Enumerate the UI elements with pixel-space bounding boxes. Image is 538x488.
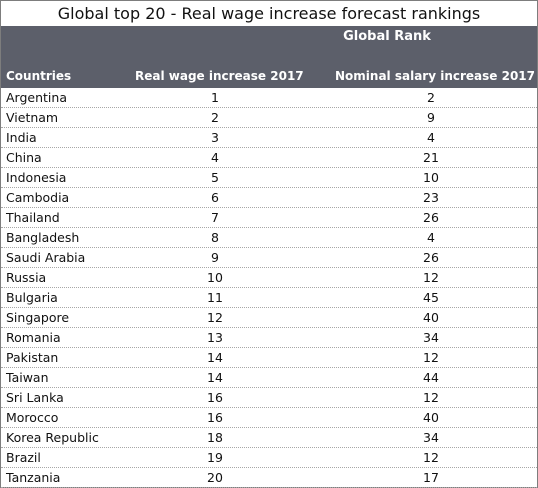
table-row: Tanzania 20 17 [1, 468, 537, 488]
table-header: Global Rank Countries Real wage increase… [1, 26, 537, 88]
real-wage-rank-cell: 3 [211, 130, 219, 145]
group-header-global-rank: Global Rank [343, 29, 431, 44]
country-cell: Romania [6, 330, 61, 345]
real-wage-rank-cell: 14 [207, 370, 223, 385]
column-header-nominal-salary: Nominal salary increase 2017 [335, 69, 535, 83]
nominal-salary-rank-cell: 9 [427, 110, 435, 125]
nominal-salary-rank-cell: 23 [423, 190, 439, 205]
real-wage-rank-cell: 12 [207, 310, 223, 325]
country-cell: Argentina [6, 90, 67, 105]
table-row: Romania 13 34 [1, 328, 537, 348]
real-wage-rank-cell: 2 [211, 110, 219, 125]
table-row: Saudi Arabia 9 26 [1, 248, 537, 268]
real-wage-rank-cell: 4 [211, 150, 219, 165]
country-cell: Taiwan [6, 370, 49, 385]
table-row: Bulgaria 11 45 [1, 288, 537, 308]
country-cell: Singapore [6, 310, 70, 325]
real-wage-rank-cell: 16 [207, 410, 223, 425]
real-wage-rank-cell: 14 [207, 350, 223, 365]
nominal-salary-rank-cell: 4 [427, 230, 435, 245]
nominal-salary-rank-cell: 4 [427, 130, 435, 145]
table-row: Argentina 1 2 [1, 88, 537, 108]
real-wage-rank-cell: 11 [207, 290, 223, 305]
country-cell: Russia [6, 270, 47, 285]
nominal-salary-rank-cell: 34 [423, 430, 439, 445]
table-row: Indonesia 5 10 [1, 168, 537, 188]
nominal-salary-rank-cell: 12 [423, 350, 439, 365]
country-cell: Tanzania [6, 470, 61, 485]
nominal-salary-rank-cell: 45 [423, 290, 439, 305]
table-row: Korea Republic 18 34 [1, 428, 537, 448]
country-cell: India [6, 130, 37, 145]
real-wage-rank-cell: 6 [211, 190, 219, 205]
table-body: Argentina 1 2 Vietnam 2 9 India 3 4 China 4 21 Indon… [1, 88, 537, 488]
nominal-salary-rank-cell: 12 [423, 390, 439, 405]
real-wage-rank-cell: 8 [211, 230, 219, 245]
nominal-salary-rank-cell: 17 [423, 470, 439, 485]
nominal-salary-rank-cell: 10 [423, 170, 439, 185]
table-row: India 3 4 [1, 128, 537, 148]
table-row: Thailand 7 26 [1, 208, 537, 228]
table-row: Pakistan 14 12 [1, 348, 537, 368]
table-row: Vietnam 2 9 [1, 108, 537, 128]
nominal-salary-rank-cell: 44 [423, 370, 439, 385]
nominal-salary-rank-cell: 34 [423, 330, 439, 345]
country-cell: Brazil [6, 450, 41, 465]
table-row: Taiwan 14 44 [1, 368, 537, 388]
country-cell: Saudi Arabia [6, 250, 86, 265]
table-row: Russia 10 12 [1, 268, 537, 288]
real-wage-rank-cell: 1 [211, 90, 219, 105]
nominal-salary-rank-cell: 40 [423, 310, 439, 325]
real-wage-rank-cell: 13 [207, 330, 223, 345]
real-wage-rank-cell: 5 [211, 170, 219, 185]
table-row: Morocco 16 40 [1, 408, 537, 428]
table-row: Cambodia 6 23 [1, 188, 537, 208]
nominal-salary-rank-cell: 21 [423, 150, 439, 165]
country-cell: Bulgaria [6, 290, 58, 305]
nominal-salary-rank-cell: 26 [423, 250, 439, 265]
country-cell: Indonesia [6, 170, 67, 185]
real-wage-rank-cell: 19 [207, 450, 223, 465]
country-cell: Korea Republic [6, 430, 99, 445]
table-title: Global top 20 - Real wage increase forec… [1, 1, 537, 26]
country-cell: Vietnam [6, 110, 59, 125]
nominal-salary-rank-cell: 12 [423, 450, 439, 465]
column-header-real-wage: Real wage increase 2017 [135, 69, 304, 83]
real-wage-rank-cell: 9 [211, 250, 219, 265]
column-header-countries: Countries [6, 69, 72, 83]
country-cell: China [6, 150, 42, 165]
table-row: Bangladesh 8 4 [1, 228, 537, 248]
table-row: Singapore 12 40 [1, 308, 537, 328]
real-wage-rank-cell: 10 [207, 270, 223, 285]
table-row: Sri Lanka 16 12 [1, 388, 537, 408]
country-cell: Thailand [6, 210, 60, 225]
nominal-salary-rank-cell: 12 [423, 270, 439, 285]
nominal-salary-rank-cell: 40 [423, 410, 439, 425]
nominal-salary-rank-cell: 2 [427, 90, 435, 105]
nominal-salary-rank-cell: 26 [423, 210, 439, 225]
country-cell: Pakistan [6, 350, 59, 365]
country-cell: Cambodia [6, 190, 70, 205]
real-wage-rank-cell: 7 [211, 210, 219, 225]
table-row: China 4 21 [1, 148, 537, 168]
real-wage-rank-cell: 20 [207, 470, 223, 485]
table-row: Brazil 19 12 [1, 448, 537, 468]
country-cell: Bangladesh [6, 230, 80, 245]
real-wage-rank-cell: 16 [207, 390, 223, 405]
country-cell: Sri Lanka [6, 390, 64, 405]
country-cell: Morocco [6, 410, 59, 425]
real-wage-rank-cell: 18 [207, 430, 223, 445]
